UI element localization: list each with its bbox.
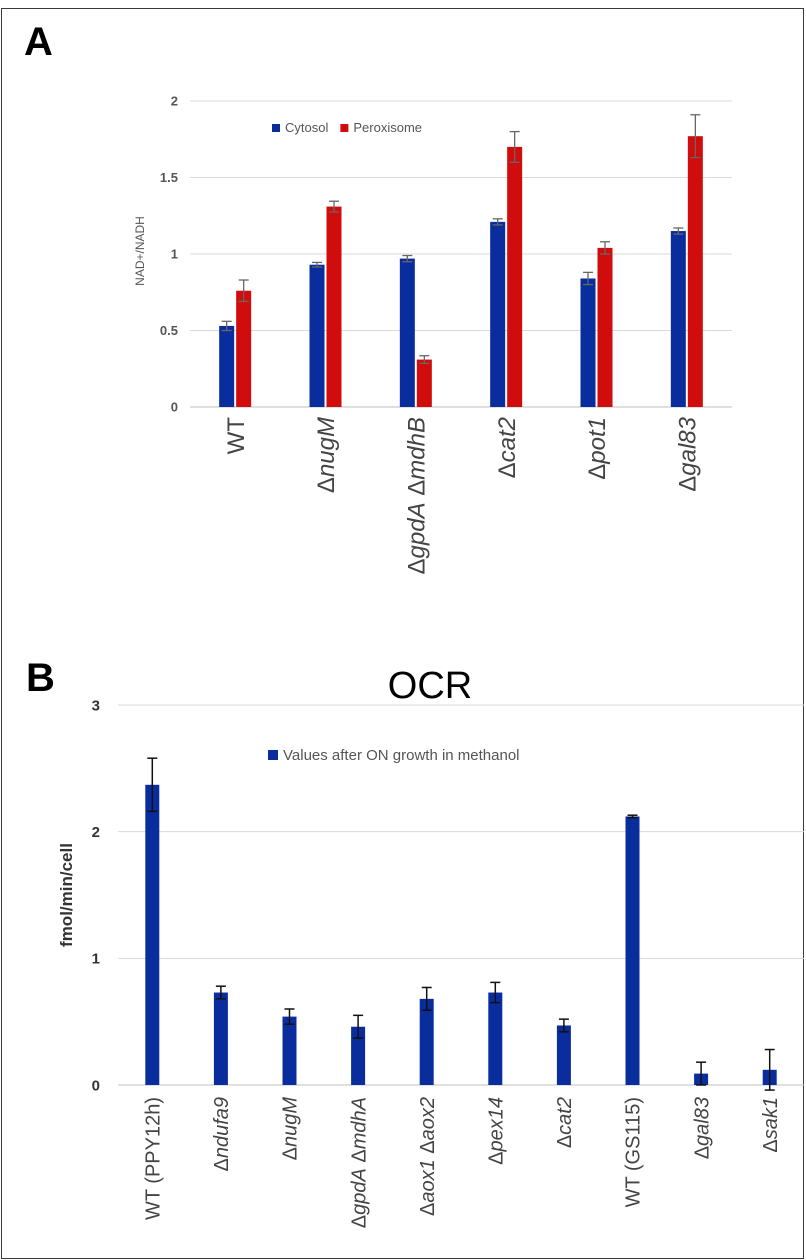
panel-a-label: A	[24, 20, 53, 64]
bar-values-after-on-growth-in-methanol	[488, 992, 503, 1085]
x-category-label: WT (PPY12h)	[143, 1097, 165, 1220]
bar-cytosol	[399, 258, 415, 407]
bar-values-after-on-growth-in-methanol	[282, 1016, 297, 1085]
x-category-label: WT	[223, 417, 250, 455]
bar-values-after-on-growth-in-methanol	[625, 816, 640, 1085]
bar-cytosol	[670, 231, 686, 407]
x-category-label: Δndufa9	[211, 1097, 233, 1172]
x-category-label: Δpex14	[486, 1097, 508, 1165]
x-category-label: Δcat2	[554, 1097, 576, 1148]
y-tick-label: 2	[171, 94, 178, 109]
y-axis-title: NAD+/NADH	[133, 216, 147, 286]
y-tick-label: 1	[171, 247, 178, 262]
figure-frame	[1, 8, 804, 1259]
bar-cytosol	[580, 278, 596, 407]
legend-label: Peroxisome	[353, 120, 422, 135]
bar-values-after-on-growth-in-methanol	[556, 1025, 571, 1085]
bar-values-after-on-growth-in-methanol	[351, 1026, 366, 1085]
legend-swatch	[268, 750, 278, 760]
x-category-label: Δcat2	[494, 417, 521, 478]
x-category-label: ΔnugM	[313, 417, 340, 493]
x-category-label: ΔgpdA ΔmdhA	[348, 1097, 370, 1228]
y-axis-title: fmol/min/cell	[57, 843, 76, 947]
x-category-label: Δsak1	[760, 1097, 782, 1153]
bar-peroxisome	[326, 206, 342, 407]
bar-values-after-on-growth-in-methanol	[145, 784, 160, 1085]
bar-cytosol	[309, 264, 325, 407]
chart-a-nad-ratio: 0 0.5 1 1.5 2 NAD+/NADH WT ΔnugM ΔgpdA ΔmdhB Δcat…	[133, 94, 732, 575]
chart-title: OCR	[388, 665, 472, 707]
y-tick-label: 0.5	[160, 323, 178, 338]
bar-peroxisome	[416, 359, 432, 407]
legend-label: Values after ON growth in methanol	[283, 747, 520, 764]
panel-b-label: B	[26, 656, 55, 700]
legend-swatch	[272, 124, 280, 132]
bar-cytosol	[490, 221, 506, 407]
y-tick-label: 0	[92, 1077, 100, 1094]
y-tick-label: 1.5	[160, 170, 178, 185]
x-category-label: Δaox1 Δaox2	[417, 1097, 439, 1216]
x-category-label: WT (GS115)	[623, 1097, 645, 1207]
legend-swatch	[340, 124, 349, 132]
y-tick-label: 2	[92, 824, 100, 841]
bar-peroxisome	[236, 290, 252, 407]
x-category-label: Δgal83	[674, 416, 701, 491]
x-category-label: ΔgpdA ΔmdhB	[403, 417, 430, 575]
bar-peroxisome	[507, 146, 523, 407]
y-tick-label: 1	[92, 951, 100, 968]
bar-values-after-on-growth-in-methanol	[213, 992, 228, 1085]
y-tick-label: 3	[92, 697, 100, 714]
bar-values-after-on-growth-in-methanol	[419, 998, 434, 1085]
bar-peroxisome	[687, 136, 703, 407]
legend-label: Cytosol	[285, 120, 328, 135]
x-category-label: Δpot1	[584, 417, 611, 480]
bar-peroxisome	[597, 247, 613, 407]
x-category-label: Δgal83	[691, 1097, 713, 1159]
x-category-label: ΔnugM	[280, 1097, 302, 1161]
bar-cytosol	[219, 325, 235, 407]
y-tick-label: 0	[171, 400, 178, 415]
